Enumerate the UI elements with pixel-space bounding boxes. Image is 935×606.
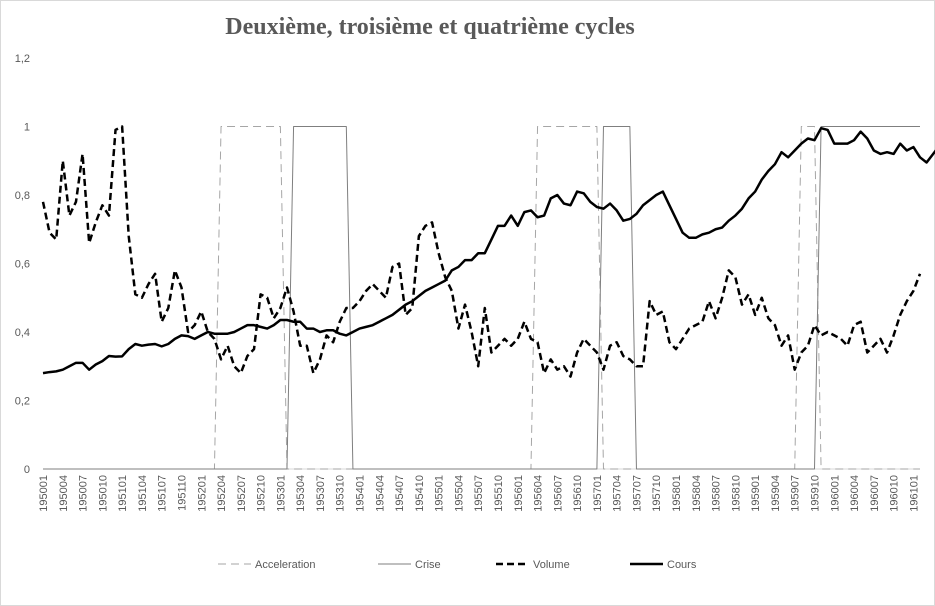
x-tick-label: 195207: [236, 475, 248, 512]
x-tick-label: 195001: [38, 475, 50, 512]
x-tick-label: 195710: [651, 475, 663, 512]
x-tick-label: 195604: [533, 475, 545, 512]
x-tick-label: 195307: [315, 475, 327, 512]
x-tick-label: 196010: [889, 475, 901, 512]
x-tick-label: 195104: [137, 475, 149, 512]
x-tick-label: 195501: [434, 475, 446, 512]
x-tick-label: 195804: [691, 475, 703, 512]
x-tick-label: 195010: [97, 475, 109, 512]
plot-area: [41, 125, 935, 470]
x-tick-label: 195410: [414, 475, 426, 512]
x-tick-label: 195907: [790, 475, 802, 512]
x-tick-label: 195507: [473, 475, 485, 512]
x-axis-ticks: 195001 195004 195007 195010 195101 195104 1951…: [38, 475, 920, 512]
x-tick-label: 195304: [295, 475, 307, 512]
x-tick-label: 195407: [394, 475, 406, 512]
legend: Acceleration Crise Volume Cours: [218, 559, 697, 571]
y-axis-ticks: 0 0,2 0,4 0,6 0,8 1 1,2: [15, 53, 30, 476]
x-tick-label: 195901: [750, 475, 762, 512]
y-tick-label: 0,4: [15, 327, 30, 339]
y-tick-label: 0,6: [15, 259, 30, 271]
x-tick-label: 195101: [117, 475, 129, 512]
x-tick-label: 195004: [58, 475, 70, 512]
x-tick-label: 196004: [849, 475, 861, 512]
x-tick-label: 196101: [908, 475, 920, 512]
y-tick-label: 1,2: [15, 53, 30, 65]
y-tick-label: 0,8: [15, 190, 30, 202]
x-tick-label: 195310: [335, 475, 347, 512]
x-tick-label: 195810: [730, 475, 742, 512]
x-tick-label: 195107: [157, 475, 169, 512]
x-tick-label: 195707: [631, 475, 643, 512]
x-tick-label: 195701: [592, 475, 604, 512]
x-tick-label: 195007: [78, 475, 90, 512]
x-tick-label: 195510: [493, 475, 505, 512]
legend-label-cours: Cours: [667, 559, 697, 571]
x-tick-label: 195504: [453, 475, 465, 512]
y-tick-label: 0: [24, 464, 30, 476]
x-tick-label: 195401: [355, 475, 367, 512]
series-line-cours: [42, 126, 935, 375]
x-tick-label: 195801: [671, 475, 683, 512]
chart-title: Deuxième, troisième et quatrième cycles: [225, 14, 635, 40]
legend-label-crise: Crise: [415, 559, 441, 571]
y-tick-label: 0,2: [15, 396, 30, 408]
x-tick-label: 195601: [513, 475, 525, 512]
x-tick-label: 195301: [275, 475, 287, 512]
x-tick-label: 195201: [196, 475, 208, 512]
x-tick-label: 195610: [572, 475, 584, 512]
x-tick-label: 195110: [176, 475, 188, 511]
x-tick-label: 195807: [711, 475, 723, 512]
x-tick-label: 195910: [809, 475, 821, 512]
x-tick-label: 196001: [829, 475, 841, 512]
x-tick-label: 195607: [552, 475, 564, 512]
x-tick-label: 196007: [869, 475, 881, 512]
legend-label-acceleration: Acceleration: [255, 559, 316, 571]
series-line-acceleration: [43, 126, 920, 470]
y-tick-label: 1: [24, 122, 30, 134]
x-tick-label: 195404: [374, 475, 386, 512]
x-tick-label: 195210: [256, 475, 268, 512]
legend-label-volume: Volume: [533, 559, 570, 571]
x-tick-label: 195204: [216, 475, 228, 512]
series-line-crise: [43, 126, 920, 470]
x-tick-label: 195704: [612, 475, 624, 512]
x-tick-label: 195904: [770, 475, 782, 512]
